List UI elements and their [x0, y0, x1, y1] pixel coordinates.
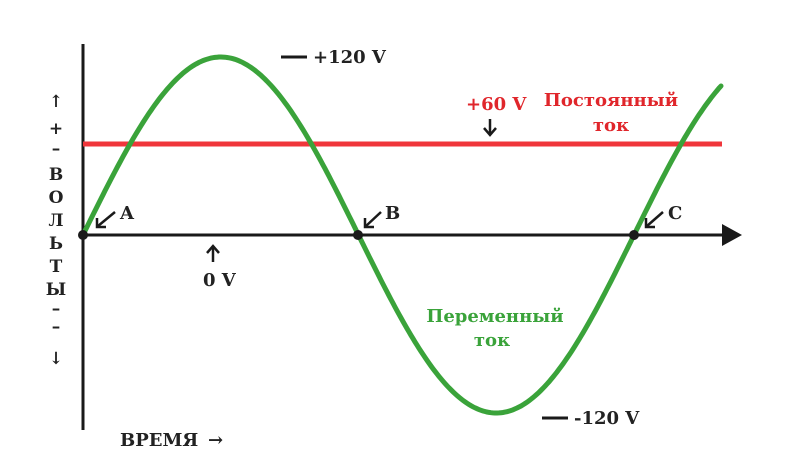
point-c-label: C [668, 203, 682, 224]
y-axis-letter-5: Т [50, 257, 63, 277]
ac-name-line1: Переменный [426, 306, 563, 327]
ac-name-line2: ток [474, 330, 510, 351]
y-axis-letter-3: Л [48, 211, 63, 231]
time-axis-arrow-icon: → [208, 430, 223, 451]
point-b-marker: B [363, 203, 400, 229]
y-axis-up-arrow-icon: ↑ [49, 92, 63, 112]
dc-value-label: +60 V [466, 94, 527, 115]
point-a-dot [78, 230, 88, 240]
dc-name-line2: ток [593, 115, 629, 136]
y-axis-dash-bottom: – [52, 299, 61, 319]
zero-arrow-icon [206, 244, 220, 262]
zero-label: 0 V [203, 270, 237, 291]
point-a-label: A [119, 203, 135, 224]
y-axis-letter-2: О [49, 188, 64, 208]
y-axis-minus: – [52, 317, 61, 337]
dc-down-arrow-icon [483, 119, 497, 137]
y-axis-letter-6: Ы [46, 280, 66, 300]
y-axis-dash-top: – [52, 139, 61, 159]
peak-neg-label: -120 V [574, 408, 640, 429]
time-axis-arrowhead [722, 224, 742, 246]
y-axis-plus: + [49, 119, 63, 139]
y-axis-letter-1: В [49, 165, 63, 185]
y-axis-letter-4: Ь [49, 234, 63, 254]
peak-pos-label: +120 V [313, 47, 387, 68]
point-b-dot [353, 230, 363, 240]
time-axis-label: ВРЕМЯ [120, 430, 198, 451]
point-c-dot [629, 230, 639, 240]
dc-name-line1: Постоянный [544, 90, 678, 111]
ac-sine-wave [80, 54, 724, 416]
point-a-marker: A [95, 203, 135, 229]
point-b-label: B [385, 203, 400, 224]
point-c-marker: C [644, 203, 682, 229]
y-axis-down-arrow-icon: ↓ [49, 349, 63, 369]
